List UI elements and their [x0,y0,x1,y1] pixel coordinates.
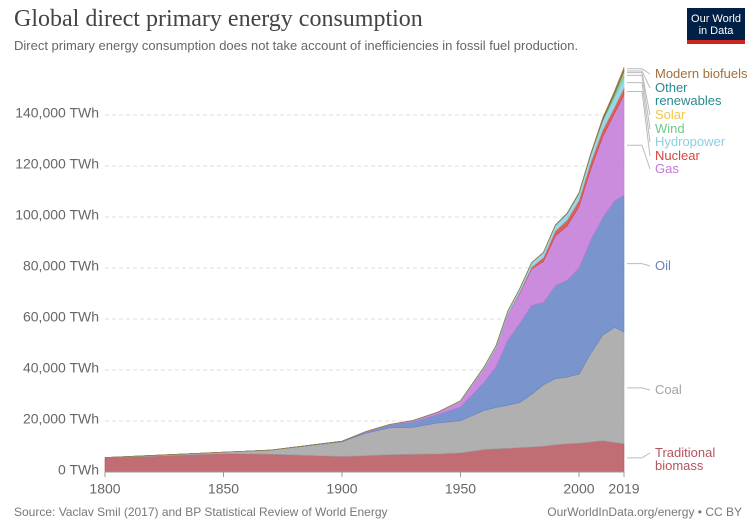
legend-label: Solar [655,107,686,122]
x-tick-label: 1950 [445,481,476,497]
x-tick-label: 1800 [89,481,120,497]
legend-label: Coal [655,382,682,397]
area [104,67,625,458]
y-tick-label: 60,000 TWh [23,309,99,325]
leader-line [627,387,651,391]
legend-label: Nuclear [655,148,700,163]
x-tick-label: 2000 [563,481,594,497]
x-tick-label: 1850 [208,481,239,497]
legend-label: Modern biofuels [655,66,748,81]
y-tick-label: 100,000 TWh [15,207,99,223]
y-tick-label: 120,000 TWh [15,156,99,172]
leader-line [627,452,651,459]
legend-label: Traditional biomass [655,445,716,473]
logo[interactable]: Our World in Data [687,8,745,44]
source: Source: Vaclav Smil (2017) and BP Statis… [14,505,388,519]
y-tick-label: 40,000 TWh [23,360,99,376]
chart-subtitle: Direct primary energy consumption does n… [14,38,579,53]
y-tick-label: 20,000 TWh [23,411,99,427]
leader-line [627,263,651,267]
leader-line [627,82,651,143]
leader-line [627,144,651,170]
x-tick-label: 2019 [608,481,639,497]
legend-label: Oil [655,258,671,273]
y-tick-label: 140,000 TWh [15,105,99,121]
chart-title: Global direct primary energy consumption [14,6,423,32]
leader-line [627,74,651,130]
legend-label: Hydropower [655,134,726,149]
legend-label: Wind [655,121,685,136]
y-tick-label: 80,000 TWh [23,258,99,274]
legend-label: Gas [655,161,679,176]
legend-label: Other renewables [655,80,722,108]
leader-line [627,70,651,89]
url[interactable]: OurWorldInData.org/energy • CC BY [547,505,742,519]
leader-line [627,91,651,157]
x-tick-label: 1900 [326,481,357,497]
y-tick-label: 0 TWh [58,462,99,478]
leader-line [627,68,651,75]
leader-line [627,72,651,116]
